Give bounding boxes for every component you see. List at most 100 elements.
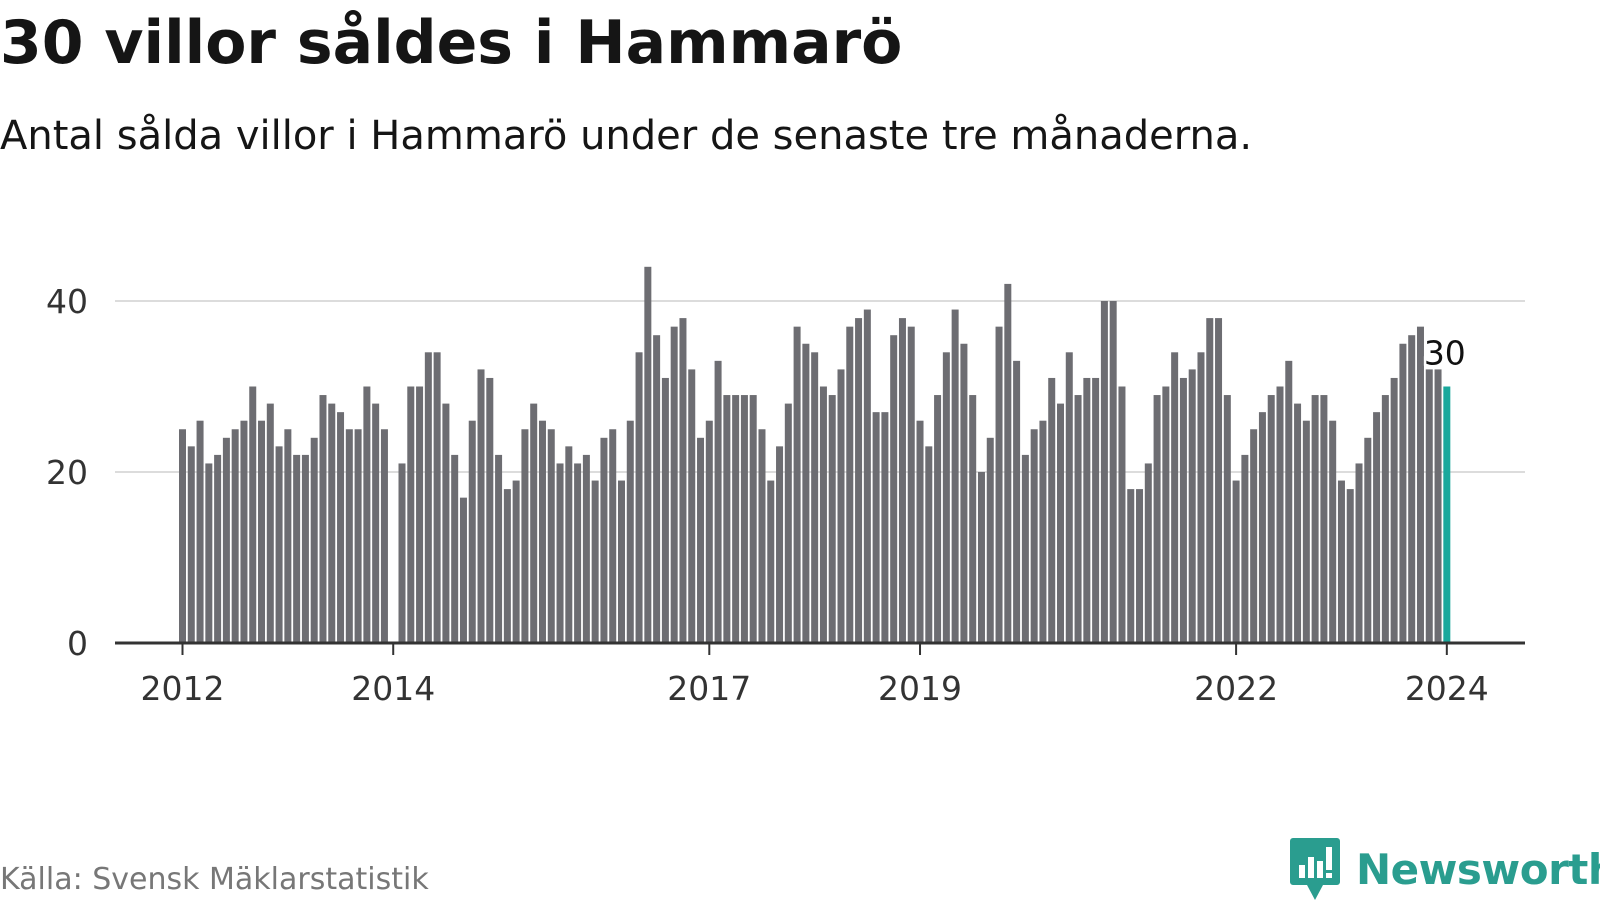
bar: [416, 386, 424, 643]
bar: [1302, 420, 1310, 643]
bar: [653, 335, 661, 643]
bar: [1013, 360, 1021, 643]
bar: [538, 420, 546, 643]
bar: [784, 403, 792, 643]
bar: [776, 446, 784, 643]
bar: [424, 352, 432, 643]
bar: [802, 343, 810, 643]
bar: [574, 463, 582, 643]
bar: [679, 318, 687, 643]
bar: [1364, 437, 1372, 643]
bar: [740, 395, 748, 643]
bar: [372, 403, 380, 643]
bar: [767, 480, 775, 643]
bar: [644, 266, 652, 643]
bar: [793, 326, 801, 643]
bar: [661, 377, 669, 643]
bar: [1381, 395, 1389, 643]
bar: [275, 446, 283, 643]
bar: [284, 429, 292, 643]
bar: [1276, 386, 1284, 643]
bar: [1171, 352, 1179, 643]
bar: [995, 326, 1003, 643]
bar: [819, 386, 827, 643]
bar: [1232, 480, 1240, 643]
bar: [451, 454, 459, 643]
bar: [1118, 386, 1126, 643]
bar: [214, 454, 222, 643]
bar: [1039, 420, 1047, 643]
bar: [249, 386, 257, 643]
bar: [582, 454, 590, 643]
bar: [1434, 369, 1442, 643]
bar: [960, 343, 968, 643]
bar: [1127, 489, 1135, 643]
bar: [231, 429, 239, 643]
bar: [442, 403, 450, 643]
bar: [1267, 395, 1275, 643]
brand-logo: Newsworthy: [1290, 838, 1600, 900]
bar: [354, 429, 362, 643]
bar: [1048, 377, 1056, 643]
bar: [925, 446, 933, 643]
bar: [1258, 412, 1266, 643]
bar: [1294, 403, 1302, 643]
bar: [328, 403, 336, 643]
bar: [1215, 318, 1223, 643]
bar: [863, 309, 871, 643]
bar: [301, 454, 309, 643]
bar: [732, 395, 740, 643]
bar: [468, 420, 476, 643]
y-tick-label: 0: [67, 624, 88, 663]
newsworthy-logo-icon: [1290, 838, 1340, 900]
bar: [258, 420, 266, 643]
bar: [1136, 489, 1144, 643]
bar: [293, 454, 301, 643]
bar: [407, 386, 415, 643]
bar: [1153, 395, 1161, 643]
bar: [1425, 369, 1433, 643]
chart-title: 30 villor såldes i Hammarö: [0, 8, 903, 78]
bar: [626, 420, 634, 643]
bar: [521, 429, 529, 643]
bar: [1179, 377, 1187, 643]
bar: [811, 352, 819, 643]
bar: [530, 403, 538, 643]
bar: [1004, 283, 1012, 643]
bar: [398, 463, 406, 643]
bar: [723, 395, 731, 643]
bar: [1311, 395, 1319, 643]
bar: [196, 420, 204, 643]
x-tick-label: 2012: [141, 669, 225, 708]
source-note: Källa: Svensk Mäklarstatistik: [0, 862, 429, 897]
bar: [310, 437, 318, 643]
bar: [187, 446, 195, 643]
bar: [1206, 318, 1214, 643]
bar: [1408, 335, 1416, 643]
bar: [591, 480, 599, 643]
bar: [1197, 352, 1205, 643]
bar: [951, 309, 959, 643]
bar: [1250, 429, 1258, 643]
bar: [240, 420, 248, 643]
bar: [934, 395, 942, 643]
bar: [969, 395, 977, 643]
chart-subtitle: Antal sålda villor i Hammarö under de se…: [0, 113, 1253, 159]
bar: [363, 386, 371, 643]
bar: [556, 463, 564, 643]
bar: [459, 497, 467, 643]
bar: [1241, 454, 1249, 643]
highlight-value-label: 30: [1424, 334, 1466, 373]
bar: [758, 429, 766, 643]
bar: [1223, 395, 1231, 643]
bar: [1320, 395, 1328, 643]
bar: [1390, 377, 1398, 643]
y-tick-label: 40: [46, 282, 88, 321]
bar: [319, 395, 327, 643]
bar: [600, 437, 608, 643]
bar: [977, 472, 985, 643]
bar: [872, 412, 880, 643]
brand-name: Newsworthy: [1356, 844, 1600, 894]
bar: [942, 352, 950, 643]
bar: [1285, 360, 1293, 643]
